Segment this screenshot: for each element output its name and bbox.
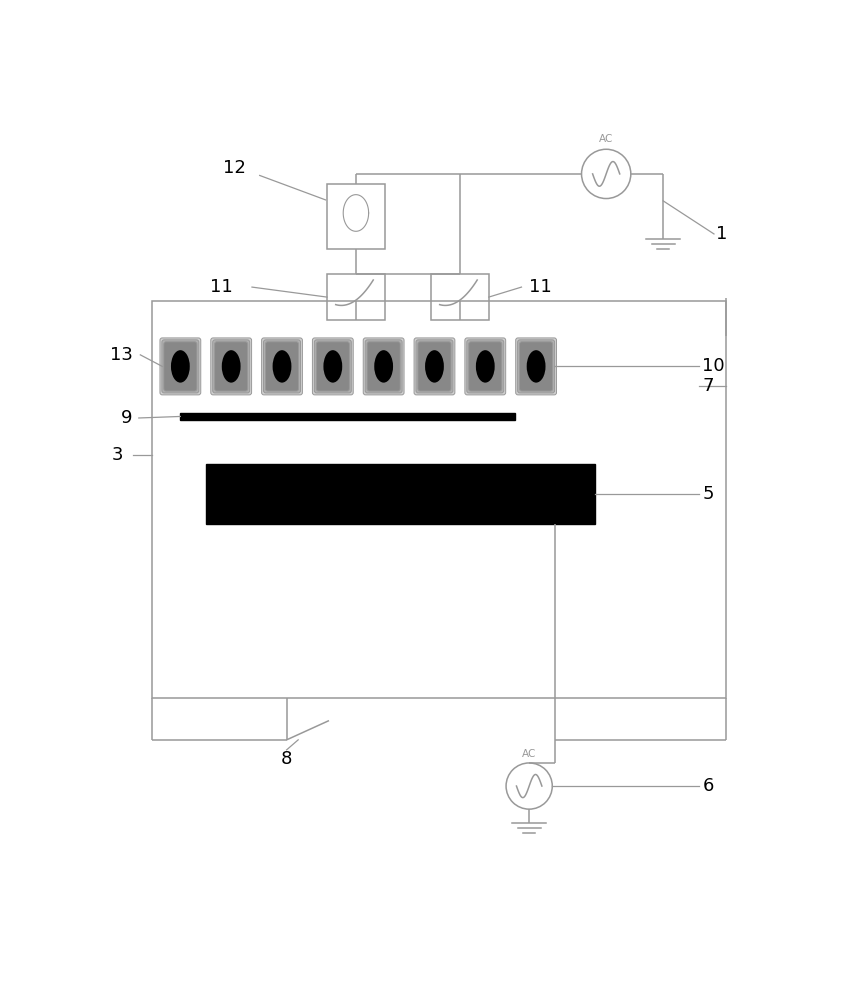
Text: 11: 11 bbox=[210, 278, 233, 296]
Text: 1: 1 bbox=[716, 225, 728, 243]
Ellipse shape bbox=[272, 350, 291, 383]
FancyBboxPatch shape bbox=[264, 340, 301, 393]
FancyBboxPatch shape bbox=[215, 342, 247, 391]
FancyBboxPatch shape bbox=[515, 338, 557, 395]
FancyBboxPatch shape bbox=[469, 342, 502, 391]
Text: 3: 3 bbox=[112, 446, 123, 464]
Ellipse shape bbox=[222, 350, 241, 383]
Bar bbox=[180, 413, 515, 420]
Text: 5: 5 bbox=[703, 485, 714, 503]
FancyBboxPatch shape bbox=[160, 338, 201, 395]
FancyBboxPatch shape bbox=[210, 338, 252, 395]
Bar bbox=[152, 301, 726, 698]
Ellipse shape bbox=[476, 350, 495, 383]
Ellipse shape bbox=[323, 350, 342, 383]
FancyBboxPatch shape bbox=[164, 342, 197, 391]
FancyBboxPatch shape bbox=[414, 338, 455, 395]
Text: 9: 9 bbox=[121, 409, 132, 427]
Text: AC: AC bbox=[599, 134, 613, 144]
FancyBboxPatch shape bbox=[161, 340, 198, 393]
Text: 10: 10 bbox=[703, 357, 725, 375]
FancyBboxPatch shape bbox=[262, 338, 302, 395]
Bar bbox=[206, 464, 594, 524]
Ellipse shape bbox=[425, 350, 444, 383]
FancyBboxPatch shape bbox=[265, 342, 299, 391]
FancyBboxPatch shape bbox=[367, 342, 400, 391]
Ellipse shape bbox=[171, 350, 190, 383]
FancyBboxPatch shape bbox=[316, 342, 350, 391]
Bar bbox=[327, 274, 385, 320]
Text: AC: AC bbox=[522, 749, 536, 759]
FancyBboxPatch shape bbox=[520, 342, 552, 391]
Ellipse shape bbox=[375, 350, 393, 383]
FancyBboxPatch shape bbox=[518, 340, 555, 393]
FancyBboxPatch shape bbox=[465, 338, 506, 395]
FancyBboxPatch shape bbox=[418, 342, 451, 391]
Text: 8: 8 bbox=[281, 750, 292, 768]
FancyBboxPatch shape bbox=[363, 338, 404, 395]
FancyBboxPatch shape bbox=[314, 340, 351, 393]
Text: 6: 6 bbox=[703, 777, 714, 795]
Text: 11: 11 bbox=[529, 278, 552, 296]
Ellipse shape bbox=[527, 350, 545, 383]
Bar bbox=[431, 274, 489, 320]
FancyBboxPatch shape bbox=[365, 340, 402, 393]
Text: 12: 12 bbox=[222, 159, 246, 177]
FancyBboxPatch shape bbox=[313, 338, 353, 395]
Text: 13: 13 bbox=[110, 346, 132, 364]
Text: 7: 7 bbox=[703, 377, 714, 395]
FancyBboxPatch shape bbox=[213, 340, 250, 393]
FancyBboxPatch shape bbox=[466, 340, 503, 393]
Bar bbox=[327, 184, 385, 249]
FancyBboxPatch shape bbox=[416, 340, 453, 393]
